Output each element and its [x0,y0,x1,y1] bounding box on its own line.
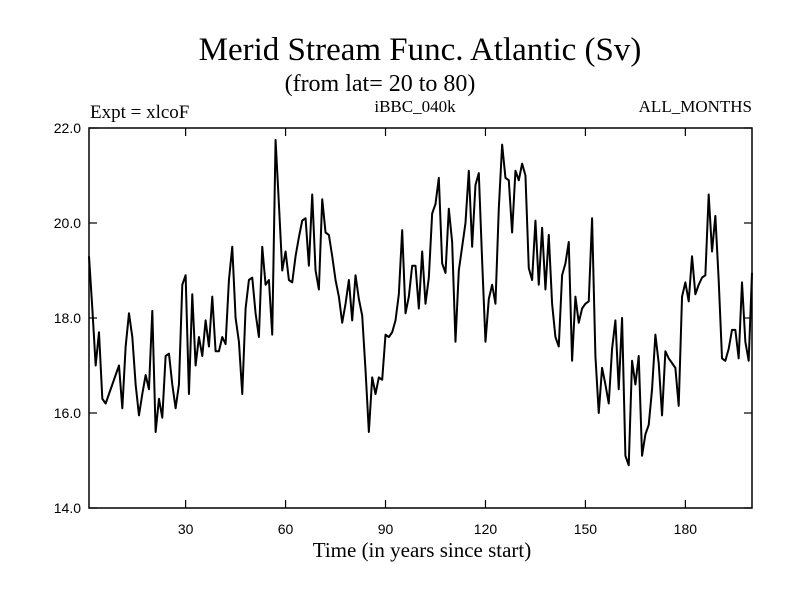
y-tick-label: 14.0 [54,500,81,516]
experiment-label: Expt = xlcoF [90,102,189,123]
series-line [88,138,753,467]
plot-frame [88,127,753,509]
y-tick-label: 18.0 [54,310,81,326]
x-tick-label: 150 [574,521,598,537]
x-tick-label: 120 [474,521,498,537]
chart-title: Merid Stream Func. Atlantic (Sv) [199,32,642,68]
y-tick-label: 20.0 [54,215,81,231]
chart-subtitle: (from lat= 20 to 80) [285,71,476,97]
y-axis: 14.0 16.0 18.0 20.0 22.0 [54,120,752,516]
x-tick-label: 90 [378,521,394,537]
y-tick-label: 22.0 [54,120,81,136]
x-tick-label: 180 [674,521,698,537]
x-axis-label: Time (in years since start) [313,538,532,562]
run-label: iBBC_040k [374,97,456,116]
x-tick-label: 30 [178,521,194,537]
x-axis: 30 60 90 120 150 180 [178,128,697,537]
x-tick-label: 60 [278,521,294,537]
months-label: ALL_MONTHS [639,97,752,116]
y-tick-label: 16.0 [54,405,81,421]
